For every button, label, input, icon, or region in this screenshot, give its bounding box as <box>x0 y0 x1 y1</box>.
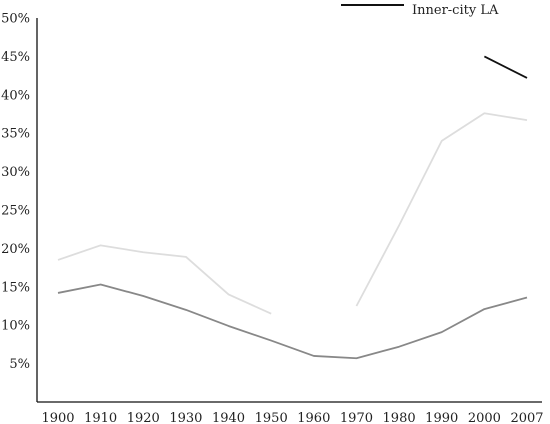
x-tick-label: 1940 <box>212 411 245 424</box>
y-tick-label: 5% <box>9 357 30 372</box>
x-tick-label: 1900 <box>41 411 74 424</box>
x-tick-label: 1960 <box>297 411 330 424</box>
series-2-line <box>57 244 272 315</box>
series-3-line <box>57 283 528 360</box>
y-tick-label: 25% <box>1 204 30 219</box>
inner-city-la-line <box>483 55 528 79</box>
x-tick-label: 1950 <box>255 411 288 424</box>
legend-label: Inner-city LA <box>412 3 499 18</box>
y-tick-label: 50% <box>1 12 30 27</box>
y-tick-label: 40% <box>1 88 30 103</box>
y-tick-label: 10% <box>1 319 30 334</box>
series-2-line <box>355 112 528 307</box>
y-tick-label: 15% <box>1 280 30 295</box>
x-tick-label: 1970 <box>340 411 373 424</box>
y-axis-ticks: 5% 10% 15% 20% 25% 30% 35% 40% 45% 50% <box>1 12 30 373</box>
y-tick-label: 20% <box>1 242 30 257</box>
legend: Inner-city LA <box>341 3 499 18</box>
x-tick-label: 2000 <box>468 411 501 424</box>
x-axis-ticks: 1900 1910 1920 1930 1940 1950 1960 1970 1980 1990… <box>41 411 543 424</box>
y-tick-label: 30% <box>1 165 30 180</box>
x-tick-label: 1980 <box>383 411 416 424</box>
y-tick-label: 45% <box>1 50 30 65</box>
x-tick-label: 1930 <box>169 411 202 424</box>
x-tick-label: 1910 <box>84 411 117 424</box>
x-tick-label: 1920 <box>127 411 160 424</box>
y-tick-label: 35% <box>1 127 30 142</box>
series-lines <box>57 55 528 360</box>
chart-axes <box>36 18 542 403</box>
x-tick-label: 1990 <box>425 411 458 424</box>
x-tick-label: 2007 <box>510 411 543 424</box>
